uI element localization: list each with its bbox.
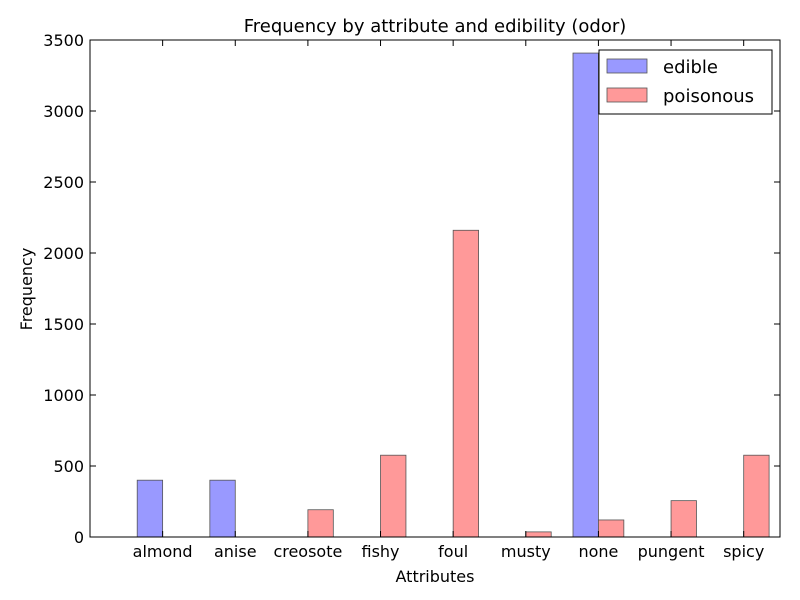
bar-edible-none: [572, 52, 599, 538]
x-tick-label-none: none: [578, 542, 618, 561]
legend-label-edible: edible: [663, 57, 718, 78]
x-tick-label-almond: almond: [133, 542, 193, 561]
x-tick-label-musty: musty: [501, 542, 551, 561]
bar-poisonous-musty: [525, 531, 552, 538]
x-tick-label-spicy: spicy: [723, 542, 764, 561]
legend-label-poisonous: poisonous: [663, 86, 754, 107]
bar-poisonous-none: [598, 519, 625, 538]
bars-group: [136, 52, 770, 538]
bar-poisonous-spicy: [743, 454, 770, 538]
y-tick-label: 1500: [43, 315, 84, 334]
bar-poisonous-fishy: [380, 454, 407, 538]
y-tick-label: 2500: [43, 173, 84, 192]
ticks-group: 0 500 1000 1500 2000 2500 3000 3500 almond anise c…: [43, 31, 780, 561]
bar-edible-almond: [136, 479, 164, 538]
y-tick-label: 2000: [43, 244, 84, 263]
y-tick-label: 3000: [43, 102, 84, 121]
y-tick-label: 500: [53, 457, 84, 476]
y-tick-label: 1000: [43, 386, 84, 405]
legend-swatch-edible: [606, 58, 648, 74]
bar-poisonous-creosote: [307, 509, 334, 538]
bar-poisonous-pungent: [670, 500, 697, 538]
x-tick-label-foul: foul: [438, 542, 468, 561]
y-axis-title: Frequency: [17, 248, 36, 331]
x-tick-label-anise: anise: [214, 542, 257, 561]
chart-title: Frequency by attribute and edibility (od…: [244, 16, 627, 37]
bar-poisonous-foul: [452, 229, 479, 538]
x-tick-label-creosote: creosote: [273, 542, 342, 561]
x-tick-label-pungent: pungent: [638, 542, 705, 561]
x-axis-title: Attributes: [396, 567, 475, 586]
legend: edible poisonous: [598, 49, 773, 115]
plot-area-frame: [89, 39, 781, 538]
y-tick-label: 0: [74, 528, 84, 547]
y-tick-label: 3500: [43, 31, 84, 50]
x-tick-label-fishy: fishy: [362, 542, 400, 561]
legend-swatch-poisonous: [606, 87, 648, 103]
bar-edible-anise: [209, 479, 236, 538]
